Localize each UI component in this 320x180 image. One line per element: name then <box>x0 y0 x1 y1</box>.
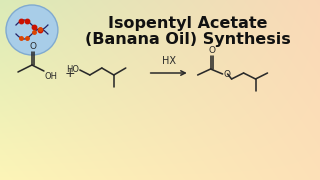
Text: OH: OH <box>45 72 58 81</box>
Text: O: O <box>30 42 37 51</box>
Text: HX: HX <box>162 56 176 66</box>
Text: Isopentyl Acetate: Isopentyl Acetate <box>108 15 268 30</box>
Text: HO: HO <box>66 64 79 73</box>
Text: O: O <box>224 69 231 78</box>
Ellipse shape <box>6 5 58 55</box>
Text: O: O <box>208 46 215 55</box>
Text: (Banana Oil) Synthesis: (Banana Oil) Synthesis <box>85 31 291 46</box>
Text: +: + <box>65 66 75 80</box>
